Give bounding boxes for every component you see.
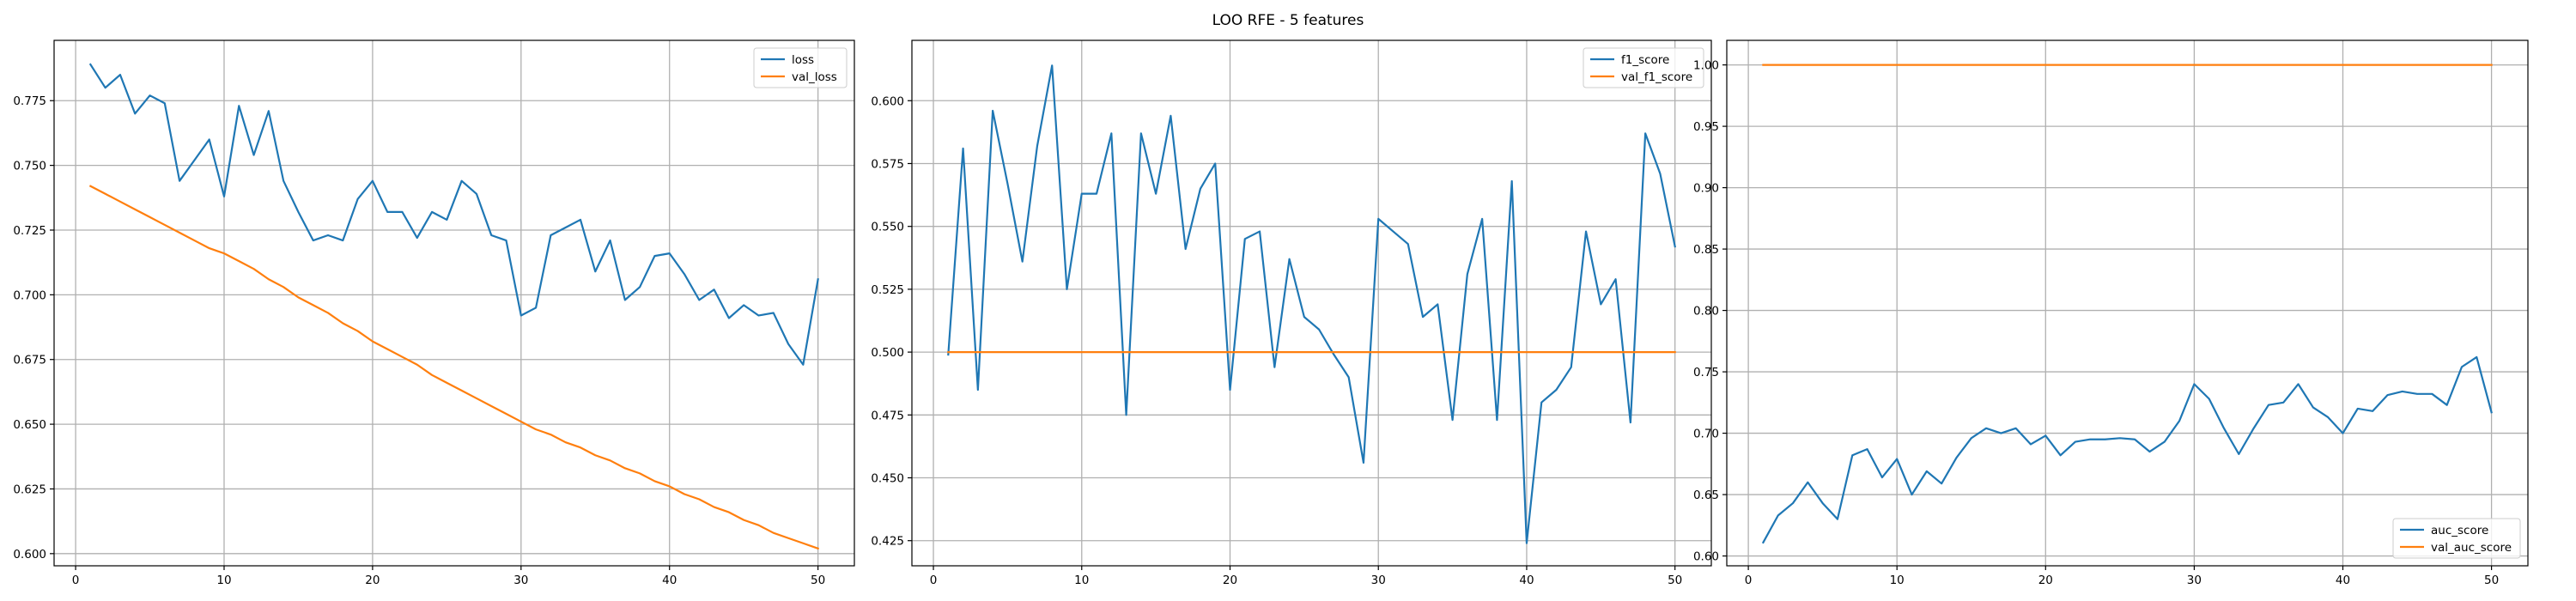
x-tick-label: 10 [1074, 574, 1089, 587]
x-tick-label: 40 [2336, 574, 2350, 587]
legend-label-loss: loss [792, 53, 814, 67]
subplot-panels: 0 10 20 30 40 500.6000.6250.6500.6750.7000.72… [13, 39, 2529, 587]
legend-label-val-f1-score: val_f1_score [1621, 70, 1692, 84]
y-tick-label: 0.575 [871, 157, 904, 171]
y-tick-label: 0.500 [871, 346, 904, 360]
series-line-auc-score [1761, 355, 2493, 544]
series-line-val-loss [88, 185, 820, 550]
x-tick-label: 40 [1519, 574, 1534, 587]
subplot-3: 0 10 20 30 40 50 0.60 0.65 0.70 0.75 0.80 0.85 0.90 0… [1693, 39, 2529, 587]
x-tick-label: 30 [513, 574, 528, 587]
y-tick-label: 0.750 [13, 160, 46, 173]
y-tick-label: 0.70 [1693, 428, 1719, 441]
y-tick-label: 0.700 [13, 288, 46, 302]
legend: loss val_loss [753, 47, 848, 88]
y-tick-label: 0.450 [871, 472, 904, 486]
y-tick-label: 0.75 [1693, 366, 1719, 379]
x-tick-label: 20 [2038, 574, 2053, 587]
x-tick-label: 40 [662, 574, 677, 587]
legend-label-val-loss: val_loss [792, 70, 837, 84]
y-tick-label: 0.425 [871, 535, 904, 549]
y-tick-label: 0.775 [13, 94, 46, 108]
axes-frame [53, 39, 855, 567]
legend-label-auc-score: auc_score [2431, 524, 2488, 537]
y-tick-label: 0.95 [1693, 120, 1719, 134]
legend-label-val-auc-score: val_auc_score [2431, 541, 2512, 555]
legend: auc_score val_auc_score [2392, 518, 2521, 559]
y-tick-label: 0.600 [13, 548, 46, 562]
axes-frame [1726, 39, 2529, 567]
y-tick-label: 0.90 [1693, 182, 1719, 196]
x-tick-label: 50 [2484, 574, 2499, 587]
y-tick-label: 0.600 [871, 94, 904, 108]
y-tick-label: 0.725 [13, 224, 46, 238]
y-tick-label: 0.475 [871, 409, 904, 422]
legend: f1_score val_f1_score [1583, 47, 1704, 88]
x-tick-label: 10 [216, 574, 231, 587]
y-tick-label: 0.65 [1693, 489, 1719, 502]
x-tick-label: 30 [1371, 574, 1386, 587]
x-tick-label: 30 [2187, 574, 2202, 587]
y-tick-label: 0.625 [13, 483, 46, 496]
x-tick-label: 0 [72, 574, 80, 587]
figure-title: LOO RFE - 5 features [1212, 12, 1364, 29]
x-tick-label: 0 [1745, 574, 1753, 587]
x-tick-label: 10 [1890, 574, 1905, 587]
x-tick-label: 0 [930, 574, 938, 587]
x-tick-label: 20 [365, 574, 380, 587]
y-tick-label: 0.525 [871, 283, 904, 297]
subplot-2: 0 10 20 30 40 50 0.425 0.450 0.475 0.500 0.525 0.55… [871, 39, 1712, 587]
y-tick-label: 0.85 [1693, 243, 1719, 257]
legend-box [1583, 47, 1704, 88]
series-line-f1-score [947, 64, 1676, 544]
y-tick-label: 0.675 [13, 354, 46, 367]
x-tick-label: 50 [811, 574, 825, 587]
y-tick-label: 0.60 [1693, 550, 1719, 564]
legend-label-f1-score: f1_score [1621, 53, 1669, 67]
y-tick-label: 1.00 [1693, 59, 1719, 73]
legend-box [2392, 518, 2521, 559]
axes-frame [911, 39, 1712, 567]
subplot-1: 0 10 20 30 40 50 0.600 0.625 0.650 0.675 0.700 0.72… [13, 39, 855, 587]
x-tick-label: 50 [1668, 574, 1682, 587]
y-tick-label: 0.80 [1693, 305, 1719, 319]
legend-box [753, 47, 848, 88]
x-tick-label: 20 [1223, 574, 1237, 587]
series-line-loss [88, 63, 819, 366]
y-tick-label: 0.650 [13, 418, 46, 432]
y-tick-label: 0.550 [871, 221, 904, 234]
